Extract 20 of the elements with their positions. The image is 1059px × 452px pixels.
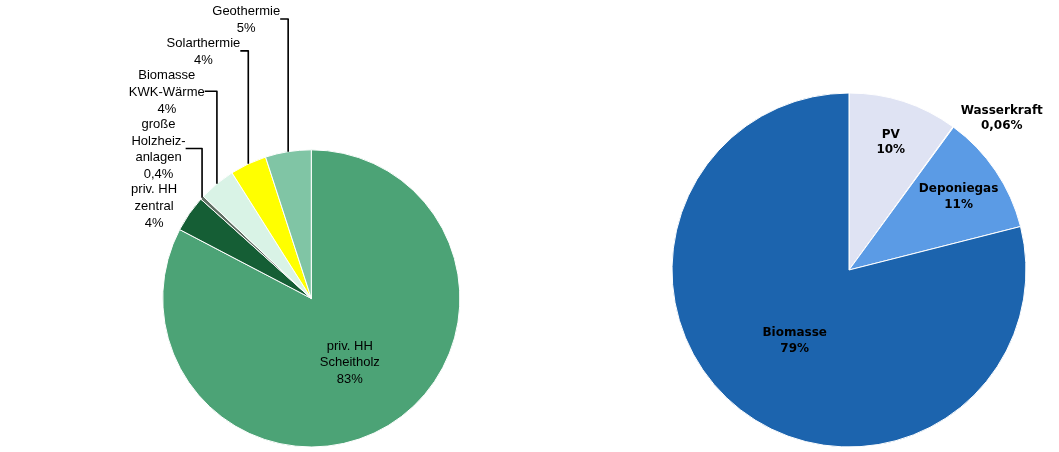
slice-label: Geothermie [212, 3, 281, 19]
slice-label: große Holzheiz- anlagen [131, 115, 186, 165]
data-label: 4% [194, 51, 214, 67]
slice-label: PV [881, 126, 901, 141]
data-label: 11% [944, 196, 973, 211]
data-label: 0,06% [980, 118, 1023, 133]
data-label: 0,4% [143, 166, 174, 182]
data-label: 4% [144, 215, 164, 231]
data-label: 4% [157, 100, 177, 116]
data-label: 79% [780, 340, 810, 355]
slice-label: Solarthermie [166, 34, 241, 50]
data-label: 83% [336, 371, 364, 387]
data-label: 10% [876, 142, 906, 157]
slice-label: Biomasse [762, 325, 827, 340]
slice-label: Biomasse KWK-Wärme [128, 66, 205, 99]
slice-label: priv. HH zentral [131, 181, 178, 214]
data-label: 5% [236, 19, 257, 35]
slice-label: priv. HH Scheitholz [319, 337, 380, 370]
slice-label: Deponiegas [918, 181, 999, 196]
slice-label: Wasserkraft [960, 102, 1044, 117]
